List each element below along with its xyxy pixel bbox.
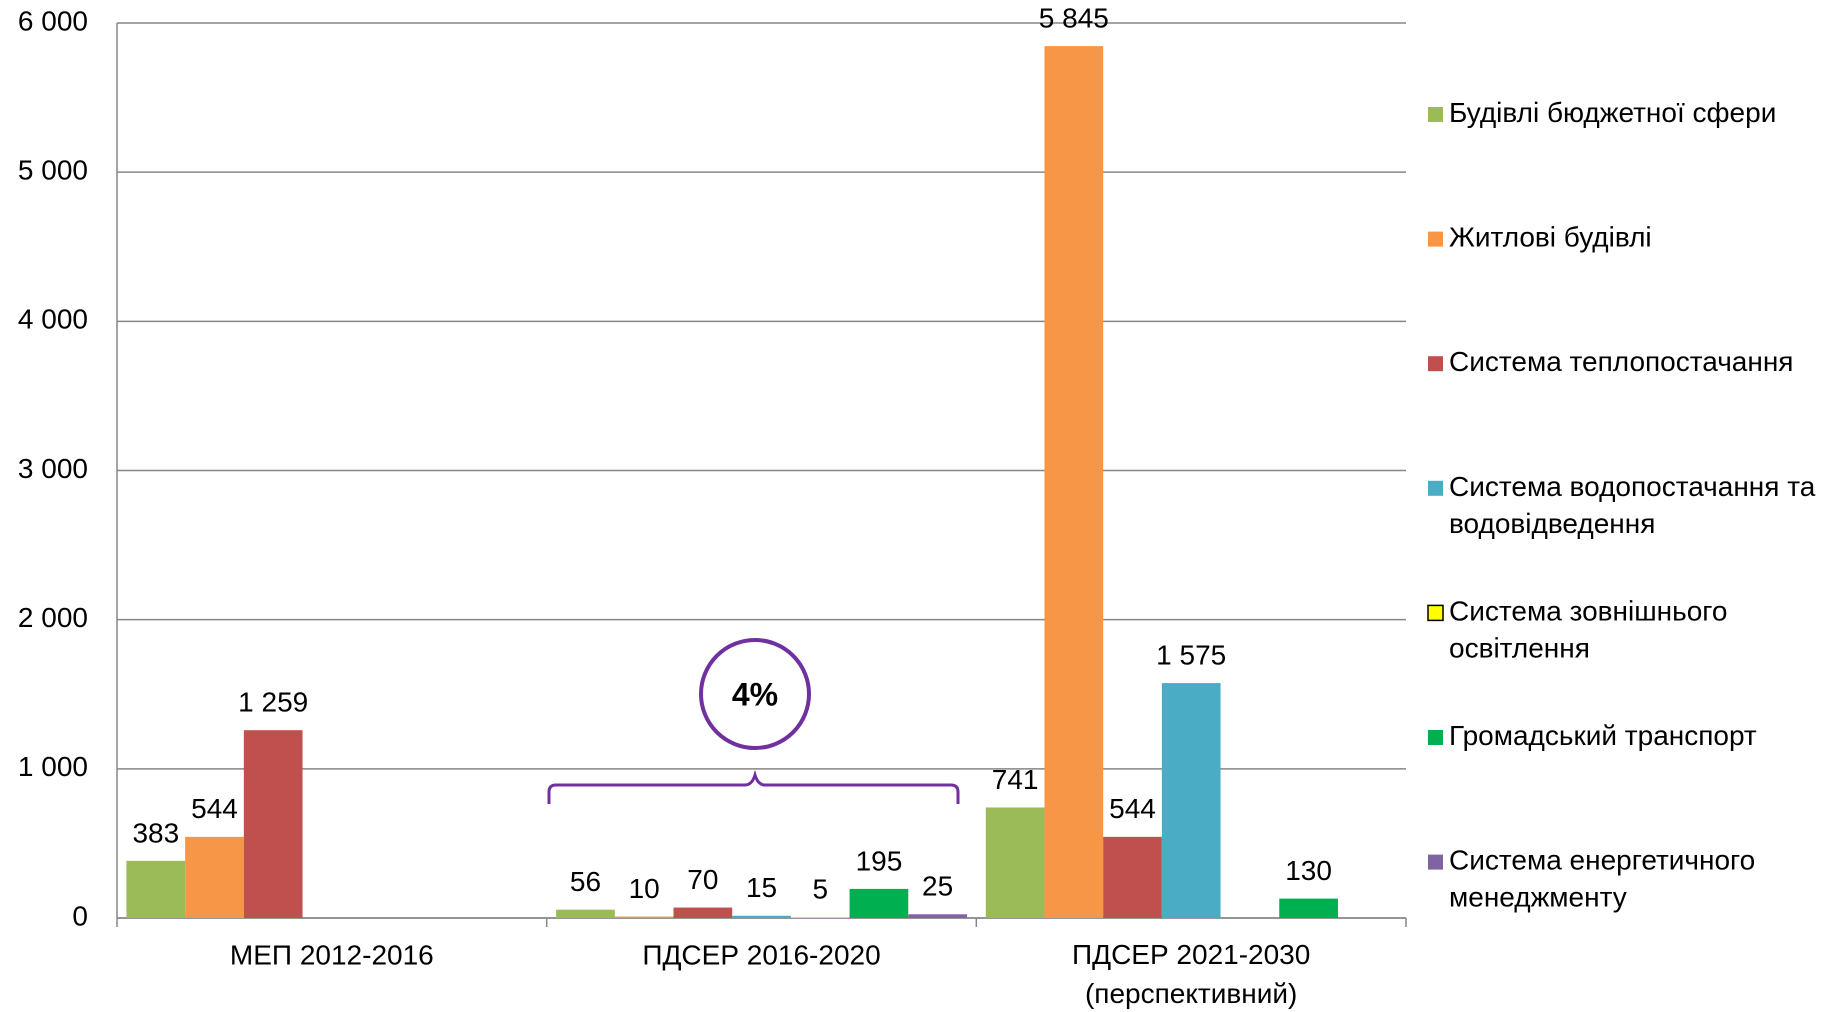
legend-label: Система енергетичного менеджменту (1449, 845, 1755, 913)
data-label: 10 (629, 873, 660, 904)
y-tick-label: 0 (72, 900, 88, 931)
legend-label: Житлові будівлі (1449, 222, 1652, 253)
legend-swatch (1428, 480, 1443, 496)
data-label: 1 575 (1156, 639, 1226, 670)
x-tick-label: ПДСЕР 2016-2020 (642, 939, 880, 970)
bar (790, 917, 850, 918)
y-tick-label: 3 000 (18, 453, 88, 484)
y-tick-label: 1 000 (18, 751, 88, 782)
data-label: 70 (687, 864, 718, 895)
legend-swatch (1428, 730, 1443, 745)
bar (732, 915, 791, 918)
y-tick-label: 6 000 (18, 5, 88, 36)
legend-swatch (1427, 604, 1444, 622)
bar (126, 860, 186, 918)
y-tick-label: 5 000 (18, 155, 88, 186)
annotation: 4% (732, 676, 778, 712)
annotation-circle (699, 638, 811, 750)
data-label: 56 (570, 866, 601, 897)
y-tick-label: 2 000 (18, 602, 88, 633)
legend-swatch (1428, 231, 1443, 247)
data-label: 741 (992, 764, 1039, 795)
legend-label: Система зовнішнього освітлення (1449, 596, 1727, 664)
bar (985, 807, 1045, 918)
bar (556, 909, 615, 918)
bar (908, 914, 967, 918)
y-tick-label: 4 000 (18, 304, 88, 335)
x-tick-label: МЕП 2012-2016 (230, 939, 434, 970)
data-label: 130 (1285, 855, 1332, 886)
brace (547, 769, 960, 804)
data-label: 5 (812, 874, 828, 905)
data-label: 15 (746, 872, 777, 903)
data-label: 5 845 (1039, 3, 1109, 34)
x-tick-label: ПДСЕР 2021-2030 (перспективний) (1072, 939, 1310, 1009)
data-label: 1 259 (238, 687, 308, 718)
legend-label: Громадський транспорт (1449, 720, 1757, 751)
legend-swatch (1428, 356, 1443, 372)
bar (185, 836, 244, 918)
legend-label: Система теплопостачання (1449, 347, 1793, 378)
legend-swatch (1428, 854, 1443, 870)
legend-swatch (1428, 107, 1443, 122)
legend-label: Будівлі бюджетної сфери (1449, 97, 1776, 128)
bar (849, 888, 909, 918)
legend-label: Система водопостачання та водовідведення (1449, 471, 1816, 539)
data-label: 25 (922, 871, 953, 902)
data-label: 544 (1109, 793, 1156, 824)
data-label: 195 (856, 845, 903, 876)
data-label: 544 (191, 793, 238, 824)
data-label: 383 (132, 817, 179, 848)
bar (614, 916, 674, 918)
bar (243, 730, 303, 918)
bar (1161, 683, 1221, 918)
bar (1103, 836, 1162, 918)
bar (1044, 46, 1104, 918)
bar (1279, 898, 1338, 918)
bar (673, 907, 733, 918)
